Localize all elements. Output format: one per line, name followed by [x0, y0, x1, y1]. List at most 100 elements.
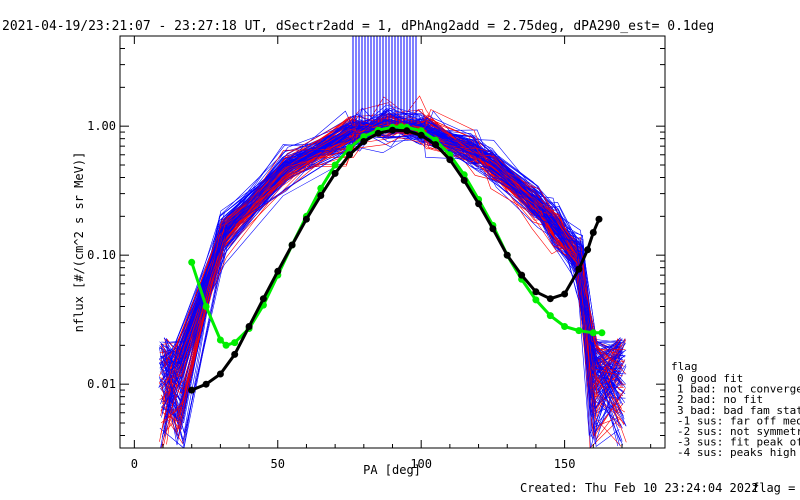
trace-line — [165, 113, 625, 434]
trace-line — [159, 115, 625, 442]
legend-title: flag — [671, 360, 698, 373]
trace-line — [163, 124, 622, 417]
legend-entry: 1 bad: not converge — [677, 383, 800, 396]
trace-line — [164, 126, 621, 414]
trace-line — [166, 121, 621, 445]
trace-line — [163, 104, 623, 434]
trace-line — [159, 124, 625, 401]
trace-line — [162, 121, 619, 416]
trace-line — [160, 123, 627, 434]
legend-entry: 2 bad: no fit — [677, 393, 763, 406]
x-tick-label: 150 — [554, 457, 576, 471]
trace-line — [165, 120, 627, 440]
series-point — [222, 341, 230, 349]
trace-line — [161, 127, 623, 442]
trace-line — [159, 115, 626, 432]
legend-entry: -1 sus: far off medic — [677, 414, 800, 427]
trace-line — [166, 118, 623, 411]
trace-line — [162, 115, 626, 411]
series-point — [346, 151, 353, 159]
series-point — [288, 241, 296, 249]
series-point — [231, 339, 239, 347]
trace-line — [159, 121, 623, 399]
series-point — [188, 258, 196, 266]
trace-line — [159, 123, 626, 446]
legend-entry: -3 sus: fit peak off 9 — [677, 436, 800, 449]
trace-line — [166, 124, 619, 400]
trace-line — [164, 122, 619, 437]
series-point — [331, 169, 339, 177]
axes: 0 50 100 150 0.01 0.10 1.00 — [87, 35, 665, 471]
trace-line — [161, 123, 620, 414]
trace-line — [163, 116, 624, 433]
trace-line — [164, 116, 623, 387]
trace-line — [164, 119, 621, 449]
trace-line — [164, 121, 623, 441]
series-point — [532, 288, 540, 296]
trace-line — [160, 127, 624, 446]
trace-line — [159, 117, 623, 383]
trace-line — [164, 125, 620, 421]
trace-line — [160, 120, 621, 395]
trace-line — [160, 120, 623, 448]
chart-title: 2021-04-19/23:21:07 - 23:27:18 UT, dSect… — [2, 19, 714, 34]
series-point — [446, 156, 454, 164]
legend-entry: -2 sus: not symmetric — [677, 425, 800, 438]
x-tick-label: 100 — [410, 457, 432, 471]
trace-line — [161, 120, 623, 424]
x-axis-label: PA [deg] — [363, 463, 421, 477]
trace-line — [162, 121, 625, 436]
trace-line — [164, 122, 624, 434]
trace-line — [161, 120, 626, 418]
series-point — [532, 296, 540, 304]
trace-line — [160, 123, 619, 436]
trace-line — [163, 123, 626, 418]
series-point — [374, 129, 382, 137]
series-point — [546, 295, 554, 303]
flag-value: flag = 0 — [752, 481, 800, 495]
series-point — [575, 265, 583, 273]
trace-line — [166, 112, 625, 439]
series-point — [302, 215, 310, 223]
trace-line — [160, 109, 620, 424]
trace-line — [163, 114, 625, 383]
series-point — [259, 295, 267, 303]
vertical-spikes — [352, 36, 417, 124]
series-point — [346, 144, 353, 152]
trace-line — [162, 102, 624, 445]
series-point — [489, 225, 497, 233]
legend-entry: 3 bad: bad fam stat — [677, 404, 800, 417]
y-tick-label: 1.00 — [87, 119, 116, 133]
trace-line — [159, 122, 622, 449]
series-point — [589, 229, 597, 236]
trace-line — [161, 119, 622, 380]
series-point — [546, 312, 554, 320]
trace-line — [159, 120, 623, 418]
trace-line — [165, 122, 622, 426]
trace-line — [163, 116, 619, 390]
trace-line — [159, 127, 626, 399]
trace-line — [162, 125, 622, 416]
series-point — [389, 126, 396, 134]
series-point — [202, 303, 210, 310]
series-point — [432, 141, 439, 149]
trace-line — [160, 121, 621, 449]
x-tick-label: 50 — [271, 457, 285, 471]
created-timestamp: Created: Thu Feb 10 23:24:04 2022 — [520, 481, 758, 495]
series-point — [575, 327, 583, 335]
series-point — [561, 323, 569, 330]
trace-line — [166, 123, 623, 409]
series-point — [598, 329, 606, 337]
trace-line — [166, 127, 619, 412]
trace-line — [161, 127, 626, 392]
series-line — [190, 125, 602, 347]
trace-line — [165, 121, 622, 437]
series-point — [584, 246, 592, 254]
trace-line — [159, 121, 624, 374]
trace-line — [164, 124, 623, 406]
trace-line — [166, 123, 626, 439]
series-point — [360, 138, 368, 145]
trace-line — [163, 110, 627, 443]
